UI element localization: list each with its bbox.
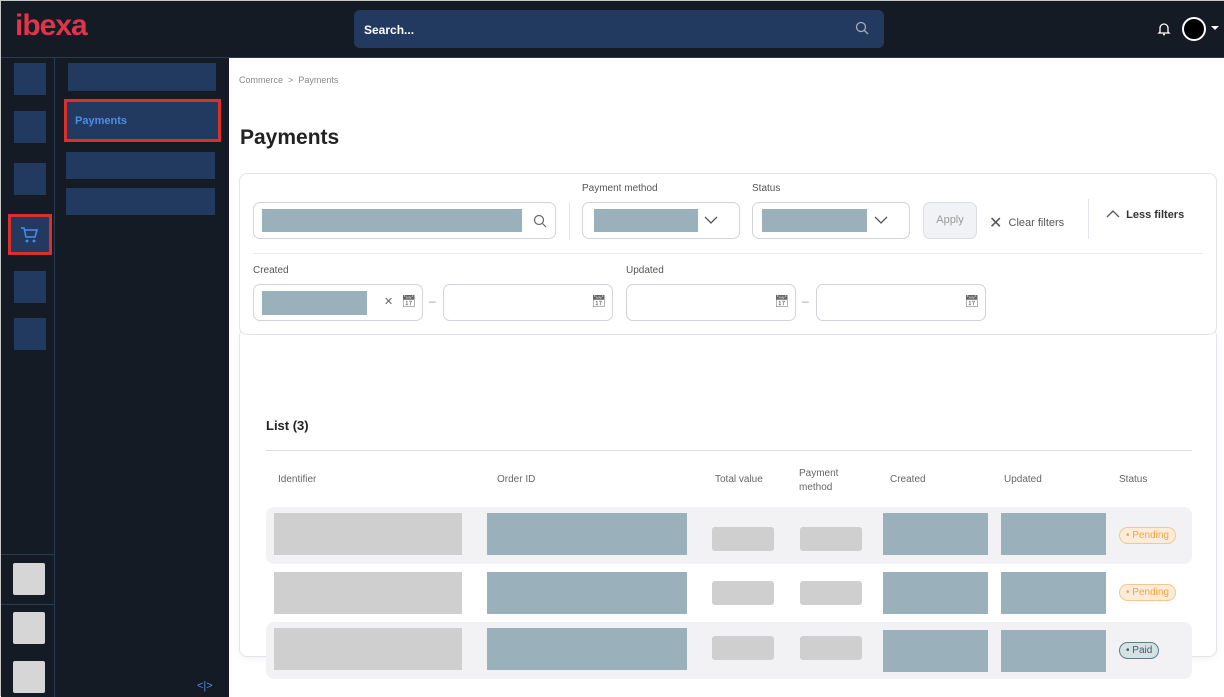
chevron-down-icon — [874, 216, 888, 224]
column-header[interactable]: Total value — [715, 474, 763, 485]
column-header[interactable]: Payment method — [799, 468, 839, 493]
nav-item[interactable] — [14, 271, 46, 303]
secondary-nav: Payments <|> — [55, 58, 229, 697]
payment-method-select[interactable] — [582, 202, 740, 239]
cart-icon — [21, 227, 38, 243]
breadcrumb-commerce[interactable]: Commerce — [239, 75, 284, 85]
column-header[interactable]: Identifier — [278, 474, 317, 485]
column-header[interactable]: Order ID — [497, 474, 536, 485]
filters-card: Payment method Status Apply ✕ Clear filt… — [239, 173, 1217, 335]
column-header[interactable]: Updated — [1004, 474, 1042, 485]
caret-down-icon[interactable] — [1211, 26, 1219, 34]
nav-item[interactable] — [14, 318, 46, 350]
nav-item[interactable] — [13, 661, 45, 693]
search-icon[interactable] — [533, 214, 547, 228]
status-select[interactable] — [752, 202, 910, 239]
table-row[interactable]: • Paid — [266, 622, 1192, 679]
nav-item[interactable] — [13, 563, 45, 595]
breadcrumb-separator: > — [288, 75, 294, 85]
table-row[interactable]: • Pending — [266, 566, 1192, 620]
divider — [1, 554, 55, 555]
chevron-down-icon — [704, 216, 718, 224]
column-header[interactable]: Status — [1119, 474, 1148, 485]
nav-item[interactable] — [14, 111, 46, 143]
table-row[interactable]: • Pending — [266, 507, 1192, 564]
status-badge: • Paid — [1119, 642, 1160, 659]
search-icon[interactable] — [855, 21, 869, 35]
main-nav-rail — [1, 58, 55, 697]
updated-from-input[interactable]: 📅︎ — [626, 284, 796, 321]
list-title: List (3) — [266, 418, 309, 433]
top-bar: ibexa Search... — [1, 1, 1224, 58]
status-label: Status — [752, 183, 781, 194]
collapse-toggle-icon[interactable]: <|> — [197, 680, 213, 692]
breadcrumb-payments: Payments — [298, 75, 339, 85]
chevron-up-icon — [1106, 210, 1120, 218]
payment-method-label: Payment method — [582, 183, 658, 194]
page-title: Payments — [240, 126, 340, 149]
nav-item[interactable] — [13, 612, 45, 644]
calendar-icon[interactable]: 📅︎ — [401, 294, 417, 308]
updated-to-input[interactable]: 📅︎ — [816, 284, 986, 321]
updated-label: Updated — [626, 265, 664, 276]
avatar[interactable] — [1182, 17, 1206, 41]
nav-subitem-payments[interactable]: Payments — [64, 99, 221, 142]
close-icon: ✕ — [989, 215, 1003, 232]
main-content: Commerce > Payments Payments Payment met… — [229, 58, 1224, 697]
nav-item[interactable] — [14, 63, 46, 95]
calendar-icon[interactable]: 📅︎ — [964, 294, 980, 308]
clear-filters-button[interactable]: ✕ Clear filters — [989, 213, 1064, 233]
calendar-icon[interactable]: 📅︎ — [591, 294, 607, 308]
apply-button[interactable]: Apply — [923, 202, 977, 239]
search-input[interactable]: Search... — [354, 10, 884, 48]
less-filters-label: Less filters — [1126, 209, 1185, 221]
column-header[interactable]: Created — [890, 474, 926, 485]
nav-subitem[interactable] — [68, 63, 216, 91]
nav-item-commerce[interactable] — [8, 214, 52, 255]
less-filters-button[interactable]: Less filters — [1106, 209, 1184, 221]
status-badge: • Pending — [1119, 584, 1176, 601]
nav-item[interactable] — [14, 163, 46, 195]
clear-filters-label: Clear filters — [1008, 217, 1065, 229]
search-filter-input[interactable] — [253, 202, 556, 239]
logo[interactable]: ibexa — [15, 9, 88, 42]
bell-icon[interactable] — [1157, 21, 1171, 36]
created-to-input[interactable]: 📅︎ — [443, 284, 613, 321]
clear-date-icon[interactable]: ✕ — [384, 296, 394, 308]
created-label: Created — [253, 265, 289, 276]
breadcrumb: Commerce > Payments — [239, 75, 338, 85]
nav-subitem[interactable] — [66, 188, 215, 215]
calendar-icon[interactable]: 📅︎ — [774, 294, 790, 308]
status-badge: • Pending — [1119, 527, 1176, 544]
list-card: List (3) Identifier Order ID Total value… — [239, 328, 1217, 679]
nav-subitem[interactable] — [66, 152, 215, 179]
created-from-input[interactable]: ✕ 📅︎ — [253, 284, 423, 321]
divider — [1, 604, 55, 605]
